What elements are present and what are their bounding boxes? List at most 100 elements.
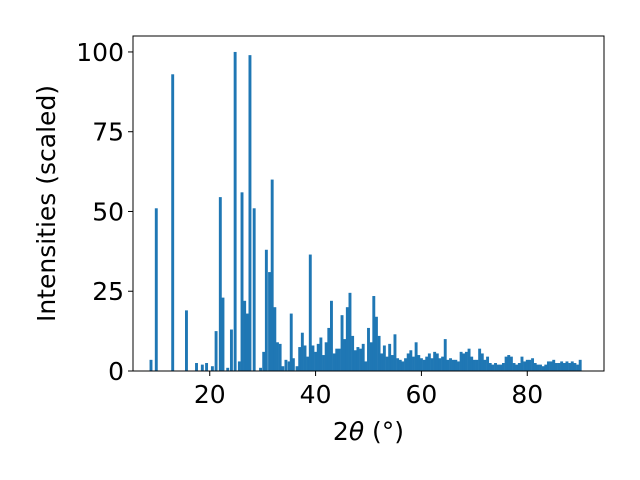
bar xyxy=(454,359,458,371)
y-tick-label: 50 xyxy=(92,197,124,226)
bar xyxy=(568,363,572,371)
bar xyxy=(154,208,158,371)
bar xyxy=(200,364,204,371)
bar xyxy=(544,364,548,371)
bar xyxy=(504,356,508,371)
bar xyxy=(435,353,439,371)
bar xyxy=(414,342,418,371)
bar xyxy=(491,364,495,371)
bar xyxy=(430,358,434,371)
x-axis-label: 2θ (°) xyxy=(333,417,404,446)
bar xyxy=(382,345,386,371)
bar xyxy=(380,353,384,371)
bar xyxy=(449,358,452,371)
bar xyxy=(557,363,561,371)
bar xyxy=(404,358,407,371)
bar xyxy=(499,364,503,371)
x-axis-ticks: 20 40 60 80 xyxy=(194,371,543,409)
bar xyxy=(364,361,368,371)
x-axis-label-main: 2 xyxy=(333,417,349,446)
bar xyxy=(229,329,233,371)
x-tick-label: 20 xyxy=(194,380,226,409)
x-tick-label: 40 xyxy=(300,380,332,409)
bar xyxy=(343,339,347,371)
bar xyxy=(401,361,405,371)
bar xyxy=(345,307,349,371)
bar xyxy=(501,363,505,371)
bar xyxy=(417,355,421,371)
bar xyxy=(273,307,277,371)
bar xyxy=(361,343,365,371)
bar xyxy=(264,249,268,371)
bar xyxy=(475,359,479,371)
bar xyxy=(533,363,537,371)
bar xyxy=(289,313,293,371)
bar xyxy=(517,363,521,371)
bar xyxy=(306,356,310,371)
bar xyxy=(398,359,402,371)
x-tick-label: 60 xyxy=(406,380,438,409)
y-tick-label: 100 xyxy=(76,38,124,67)
bar xyxy=(396,358,400,371)
y-tick-label: 0 xyxy=(108,357,124,386)
bar xyxy=(562,363,566,371)
bar xyxy=(507,355,511,371)
bar xyxy=(388,343,392,371)
bar xyxy=(438,358,442,371)
bar xyxy=(483,359,487,371)
bar xyxy=(462,353,466,371)
bar xyxy=(372,296,376,371)
bar xyxy=(278,343,282,371)
bar xyxy=(554,363,558,371)
bar xyxy=(419,358,423,371)
bar xyxy=(308,254,312,371)
x-axis-label-symbol: θ xyxy=(349,417,364,446)
bar xyxy=(332,353,336,371)
bar xyxy=(433,351,437,371)
bar xyxy=(578,359,582,371)
bar xyxy=(494,363,497,371)
plot-frame xyxy=(132,35,605,372)
bar xyxy=(205,363,209,371)
bar xyxy=(243,300,247,371)
y-tick-label: 25 xyxy=(92,277,124,306)
bar xyxy=(311,345,315,371)
bar xyxy=(427,353,431,371)
bar xyxy=(377,335,381,371)
bar xyxy=(218,197,222,371)
bar xyxy=(536,364,540,371)
bar xyxy=(576,364,579,371)
bar xyxy=(390,355,394,371)
bar xyxy=(443,339,447,371)
bar xyxy=(459,351,463,371)
bar xyxy=(531,358,535,371)
bar xyxy=(512,363,516,371)
bar xyxy=(270,179,274,371)
bar xyxy=(478,348,482,371)
bar xyxy=(472,359,476,371)
bar xyxy=(348,292,352,371)
bar xyxy=(406,353,410,371)
bar xyxy=(335,348,339,371)
bar xyxy=(409,350,413,371)
bar xyxy=(240,192,244,371)
bar xyxy=(233,51,237,371)
bar xyxy=(259,367,262,371)
bar xyxy=(300,332,304,371)
bar xyxy=(356,347,360,371)
bar xyxy=(464,351,468,371)
bar xyxy=(351,335,355,371)
bar xyxy=(385,356,389,371)
bar xyxy=(195,363,198,371)
bar xyxy=(488,363,492,371)
bar xyxy=(314,351,318,371)
bar xyxy=(171,74,175,371)
bar xyxy=(295,366,299,371)
bar xyxy=(470,356,474,371)
bar xyxy=(319,337,323,371)
y-tick-label: 75 xyxy=(92,118,124,147)
bar xyxy=(284,359,288,371)
bar xyxy=(467,348,471,371)
bar xyxy=(573,363,577,371)
bar xyxy=(425,356,429,371)
